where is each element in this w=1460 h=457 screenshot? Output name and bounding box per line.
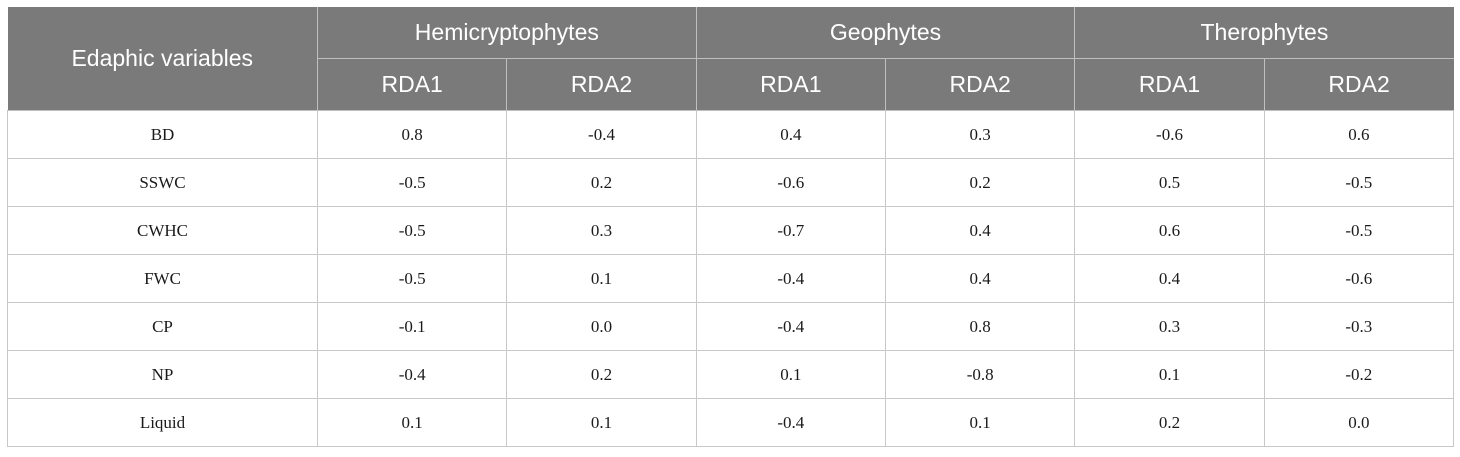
subheader-cell: RDA1 [1074,58,1265,111]
subheader-cell: RDA1 [695,58,886,111]
table-cell: -0.1 [316,302,507,351]
table-row: CWHC -0.5 0.3 -0.7 0.4 0.6 -0.5 [7,206,1455,255]
subheader-cell: RDA2 [884,58,1075,111]
table-row: BD 0.8 -0.4 0.4 0.3 -0.6 0.6 [7,110,1455,159]
table-cell: 0.0 [1263,398,1455,447]
table-row: Liquid 0.1 0.1 -0.4 0.1 0.2 0.0 [7,398,1455,447]
table-cell: 0.2 [506,350,697,399]
table-cell: -0.4 [695,302,886,351]
table-body: BD 0.8 -0.4 0.4 0.3 -0.6 0.6 SSWC -0.5 0… [7,110,1455,447]
table-cell: 0.1 [506,398,697,447]
table-cell: 0.0 [506,302,697,351]
header-row-groups: Edaphic variables Hemicryptophytes Geoph… [7,7,1454,111]
table-cell: 0.2 [1074,398,1265,447]
table-cell: -0.4 [695,398,886,447]
table-cell: 0.4 [884,206,1075,255]
table-cell: 0.6 [1074,206,1265,255]
table-cell: -0.4 [506,110,697,159]
table-cell: -0.4 [695,254,886,303]
row-label: SSWC [7,158,318,207]
header-row-subheaders: RDA1 RDA2 RDA1 RDA2 RDA1 RDA2 [8,58,1454,111]
table-header: Edaphic variables Hemicryptophytes Geoph… [7,7,1454,111]
table-row: SSWC -0.5 0.2 -0.6 0.2 0.5 -0.5 [7,158,1455,207]
row-label: FWC [7,254,318,303]
table-cell: 0.4 [695,110,886,159]
group-header-therophytes: Therophytes [1074,7,1454,59]
table-cell: 0.5 [1074,158,1265,207]
table-cell: -0.5 [316,254,507,303]
table-cell: 0.8 [316,110,507,159]
table-cell: 0.3 [884,110,1075,159]
table-cell: 0.1 [506,254,697,303]
table-cell: -0.8 [884,350,1075,399]
table-row: NP -0.4 0.2 0.1 -0.8 0.1 -0.2 [7,350,1455,399]
table-cell: -0.5 [316,158,507,207]
table-cell: 0.1 [316,398,507,447]
table-cell: 0.2 [884,158,1075,207]
table-cell: 0.3 [1074,302,1265,351]
group-header-geophytes: Geophytes [695,7,1075,59]
table-cell: 0.4 [884,254,1075,303]
table-cell: -0.6 [1263,254,1455,303]
table-cell: -0.5 [1263,206,1455,255]
row-label: CP [7,302,318,351]
row-label: NP [7,350,318,399]
table-cell: 0.1 [695,350,886,399]
table-cell: -0.4 [316,350,507,399]
table-cell: -0.2 [1263,350,1455,399]
subheader-cell: RDA2 [1263,58,1454,111]
subheader-cell: RDA1 [316,58,507,111]
group-header-hemicryptophytes: Hemicryptophytes [317,7,697,59]
subheader-cell: RDA2 [506,58,697,111]
row-label: Liquid [7,398,318,447]
table-cell: 0.1 [884,398,1075,447]
table-row: FWC -0.5 0.1 -0.4 0.4 0.4 -0.6 [7,254,1455,303]
table-cell: -0.5 [316,206,507,255]
table-cell: -0.7 [695,206,886,255]
row-label: CWHC [7,206,318,255]
data-table: Edaphic variables Hemicryptophytes Geoph… [7,7,1455,447]
table-cell: 0.2 [506,158,697,207]
table-cell: -0.3 [1263,302,1455,351]
table-cell: 0.6 [1263,110,1455,159]
table-cell: 0.3 [506,206,697,255]
table-cell: 0.4 [1074,254,1265,303]
table-row: CP -0.1 0.0 -0.4 0.8 0.3 -0.3 [7,302,1455,351]
row-header-label: Edaphic variables [7,7,318,111]
table-cell: -0.5 [1263,158,1455,207]
table-cell: 0.8 [884,302,1075,351]
row-label: BD [7,110,318,159]
table-cell: -0.6 [695,158,886,207]
table-cell: 0.1 [1074,350,1265,399]
table-cell: -0.6 [1074,110,1265,159]
